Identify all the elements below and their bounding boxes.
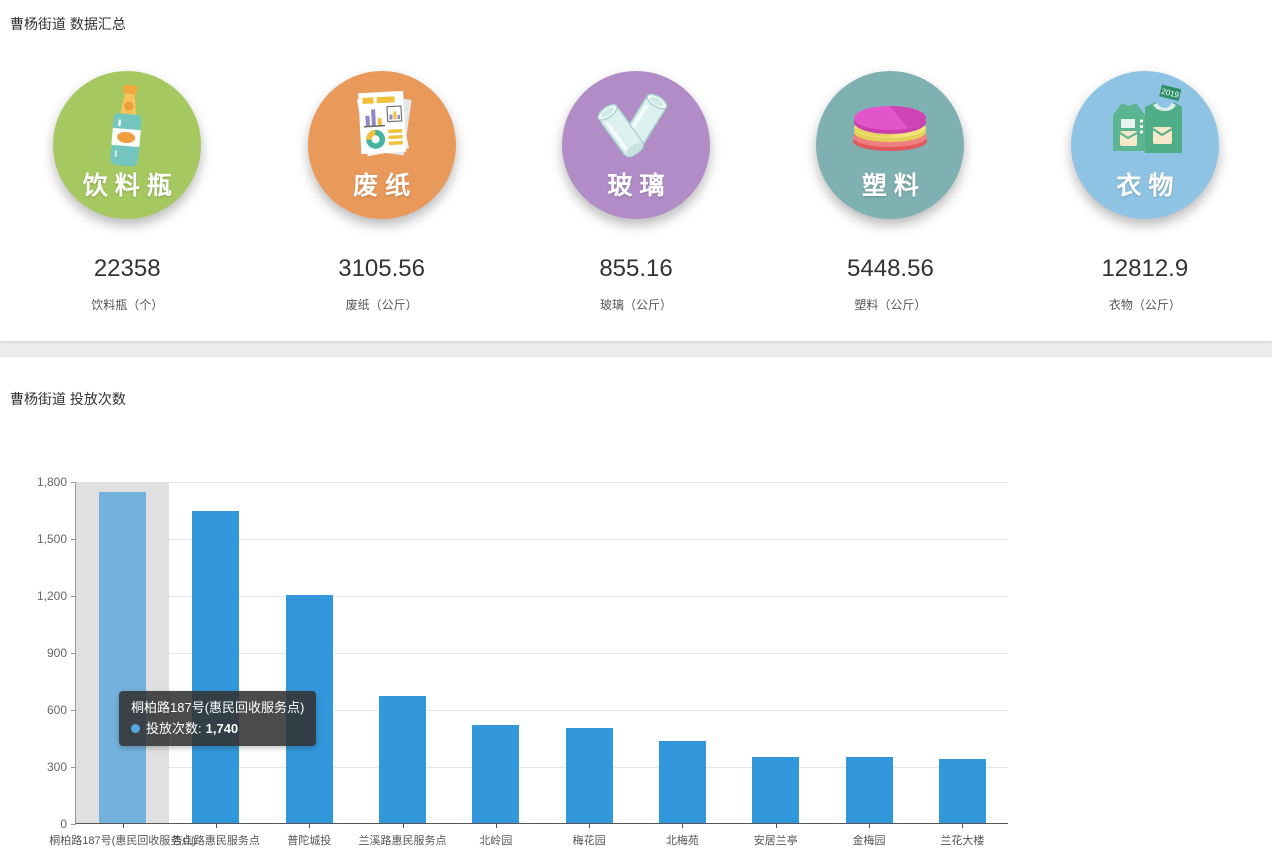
clothes-illustration: 2019 bbox=[1112, 84, 1182, 153]
paper-illustration bbox=[356, 90, 412, 157]
chart-plot: 桐柏路187号(惠民回收服务点) 投放次数: 1,740 0 300 600 900 1… bbox=[37, 475, 1008, 847]
y-axis-label: 1,200 bbox=[36, 589, 67, 603]
chart-card: 曹杨街道 投放次数 桐柏路187号(惠民回收服务点) 投放次数: 1,740 0… bbox=[0, 357, 1272, 853]
chart-bar[interactable] bbox=[379, 695, 427, 823]
waste-paper-icon: 废纸 bbox=[307, 71, 456, 219]
chart-bar[interactable] bbox=[192, 511, 240, 823]
y-axis-label: 1,800 bbox=[36, 475, 67, 489]
y-gridline bbox=[76, 482, 1008, 483]
y-gridline bbox=[76, 710, 1008, 711]
tooltip-title: 桐柏路187号(惠民回收服务点) bbox=[131, 700, 305, 715]
summary-item-waste-paper: 废纸 3105.56 废纸（公斤） bbox=[254, 71, 508, 313]
x-axis-tick bbox=[962, 823, 964, 828]
bottle-illustration bbox=[110, 84, 142, 167]
y-axis-tick bbox=[71, 710, 76, 711]
waste-paper-icon-label: 废纸 bbox=[353, 172, 418, 200]
plastic-icon-label: 塑料 bbox=[861, 172, 926, 200]
series-marker-dot bbox=[131, 724, 140, 733]
glass-unit: 玻璃（公斤） bbox=[600, 298, 673, 312]
y-gridline bbox=[76, 596, 1008, 597]
summary-row: 饮料瓶 22358 饮料瓶（个） bbox=[0, 71, 1272, 313]
glass-icon: 玻璃 bbox=[562, 71, 711, 219]
y-axis-label: 1,500 bbox=[36, 532, 67, 546]
x-axis-label: 北岭园 bbox=[479, 835, 513, 847]
x-axis-tick bbox=[589, 823, 591, 828]
clothes-value: 12812.9 bbox=[1101, 255, 1189, 282]
chart-title: 曹杨街道 投放次数 bbox=[10, 391, 126, 407]
clothes-icon-label: 衣物 bbox=[1116, 172, 1181, 200]
x-axis-tick bbox=[869, 823, 871, 828]
chart-bar[interactable] bbox=[938, 759, 986, 823]
y-gridline bbox=[76, 767, 1008, 768]
glass-value: 855.16 bbox=[599, 255, 673, 282]
chart-bar[interactable] bbox=[472, 725, 520, 823]
summary-item-beverage-bottle: 饮料瓶 22358 饮料瓶（个） bbox=[0, 71, 254, 313]
x-axis-label: 兰花大楼 bbox=[940, 835, 985, 847]
summary-card: 曹杨街道 数据汇总 饮料瓶 bbox=[0, 0, 1272, 341]
chart-bar[interactable] bbox=[845, 757, 893, 823]
x-axis-tick bbox=[122, 823, 124, 828]
y-axis-tick bbox=[71, 653, 76, 654]
x-axis-tick bbox=[682, 823, 684, 828]
y-gridline bbox=[76, 539, 1008, 540]
summary-item-glass: 玻璃 855.16 玻璃（公斤） bbox=[509, 71, 763, 313]
clothes-tag-year: 2019 bbox=[1160, 87, 1180, 100]
plastic-unit: 塑料（公斤） bbox=[854, 298, 927, 312]
plastic-icon: 塑料 bbox=[816, 71, 965, 219]
x-axis-label: 北梅苑 bbox=[665, 835, 699, 847]
y-axis-label: 0 bbox=[60, 817, 67, 831]
y-axis-tick bbox=[71, 824, 76, 825]
clothes-icon: 2019 衣物 bbox=[1070, 71, 1219, 219]
chart-bar[interactable] bbox=[565, 728, 613, 823]
x-axis-label: 金梅园 bbox=[852, 835, 886, 847]
summary-item-plastic: 塑料 5448.56 塑料（公斤） bbox=[763, 71, 1017, 313]
x-axis-label: 梅花园 bbox=[572, 835, 606, 847]
y-axis-label: 600 bbox=[46, 703, 67, 717]
beverage-bottle-icon-label: 饮料瓶 bbox=[82, 172, 179, 200]
plastic-value: 5448.56 bbox=[847, 255, 934, 282]
y-gridline bbox=[76, 653, 1008, 654]
plates-illustration bbox=[853, 106, 928, 151]
x-axis-label: 桐柏路187号(惠民回收服务点) bbox=[49, 835, 196, 847]
x-axis-tick bbox=[215, 823, 217, 828]
x-axis-tick bbox=[495, 823, 497, 828]
chart-bar[interactable] bbox=[752, 756, 800, 823]
chart-bar[interactable] bbox=[99, 492, 147, 823]
x-axis-tick bbox=[775, 823, 777, 828]
x-axis-label: 兰溪路惠民服务点 bbox=[358, 835, 447, 847]
waste-paper-unit: 废纸（公斤） bbox=[345, 298, 418, 312]
x-axis-tick bbox=[402, 823, 404, 828]
y-axis-label: 900 bbox=[46, 646, 67, 660]
waste-paper-value: 3105.56 bbox=[338, 255, 425, 282]
x-axis-label: 普陀城投 bbox=[287, 835, 332, 847]
x-axis-label: 杏山路惠民服务点 bbox=[171, 835, 260, 847]
glass-cups-illustration bbox=[597, 93, 668, 158]
clothes-unit: 衣物（公斤） bbox=[1108, 298, 1181, 312]
tooltip-value: 1,740 bbox=[205, 721, 239, 736]
summary-title: 曹杨街道 数据汇总 bbox=[10, 16, 126, 32]
y-axis-tick bbox=[71, 539, 76, 540]
y-axis-tick bbox=[71, 596, 76, 597]
y-axis-tick bbox=[71, 482, 76, 483]
bar-chart: 桐柏路187号(惠民回收服务点) 投放次数: 1,740 0 300 600 900 1… bbox=[37, 475, 1008, 847]
chart-bar[interactable] bbox=[658, 741, 706, 823]
glass-icon-label: 玻璃 bbox=[607, 172, 672, 200]
x-axis-label: 安居兰亭 bbox=[753, 835, 798, 847]
beverage-bottle-value: 22358 bbox=[93, 255, 161, 282]
x-axis-tick bbox=[309, 823, 311, 828]
beverage-bottle-icon: 饮料瓶 bbox=[53, 71, 202, 219]
chart-tooltip: 桐柏路187号(惠民回收服务点) 投放次数: 1,740 bbox=[119, 691, 317, 746]
beverage-bottle-unit: 饮料瓶（个） bbox=[91, 298, 164, 312]
tooltip-series-label: 投放次数: bbox=[146, 721, 202, 736]
summary-item-clothes: 2019 衣物 12812.9 衣物（公斤） bbox=[1018, 71, 1272, 313]
y-axis-tick bbox=[71, 767, 76, 768]
y-axis-label: 300 bbox=[46, 760, 67, 774]
